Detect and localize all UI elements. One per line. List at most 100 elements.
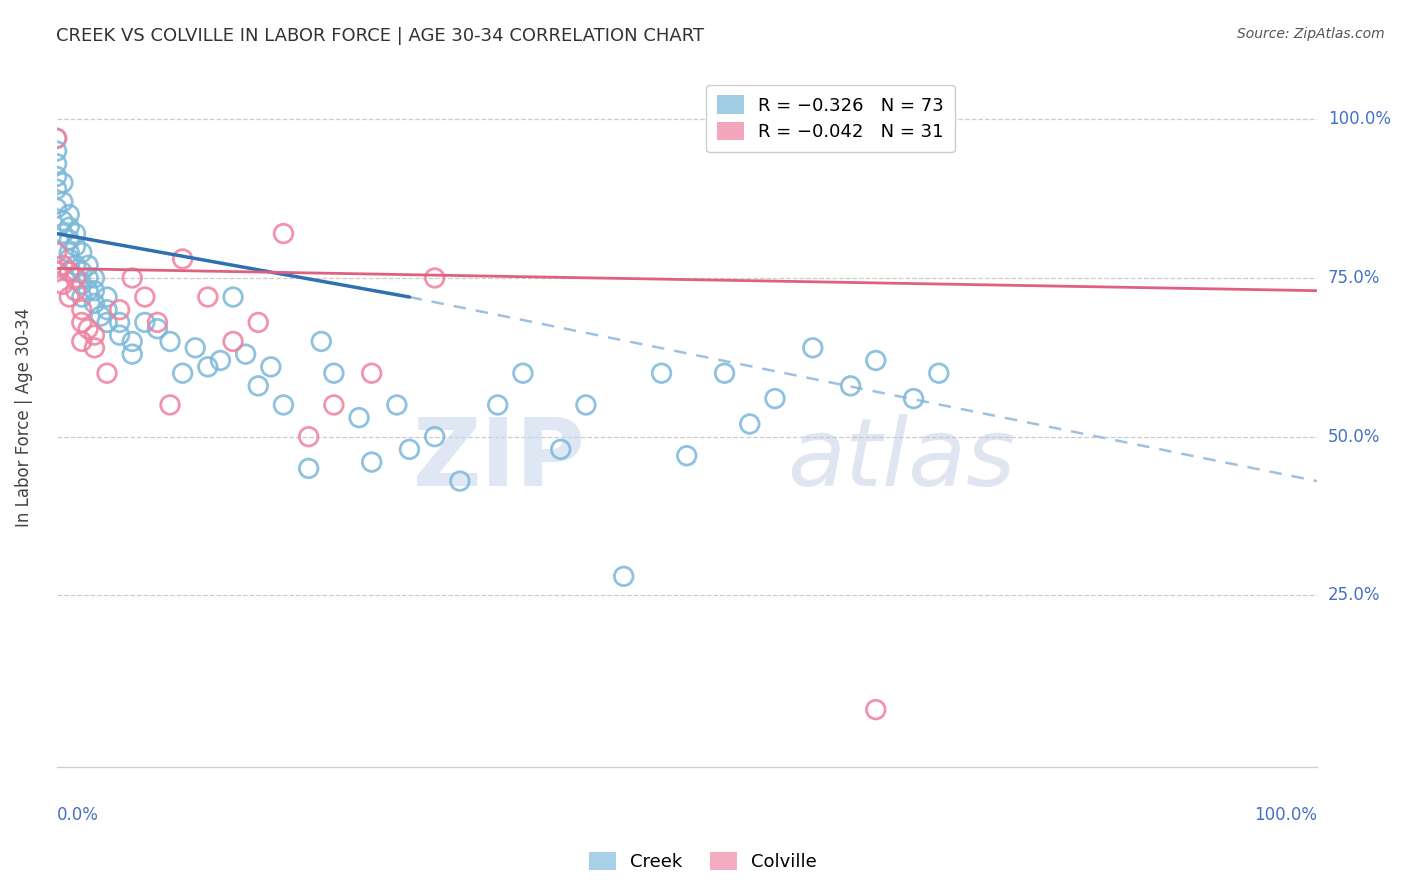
Point <box>58 245 80 260</box>
Point <box>83 271 105 285</box>
Point <box>77 284 100 298</box>
Point <box>398 442 420 457</box>
Point <box>83 284 105 298</box>
Point <box>45 201 67 215</box>
Point <box>298 430 321 444</box>
Point <box>839 379 862 393</box>
Point <box>52 258 75 272</box>
Point <box>65 284 87 298</box>
Point <box>550 442 572 457</box>
Point <box>172 366 194 380</box>
Point <box>512 366 534 380</box>
Point <box>83 341 105 355</box>
Point <box>45 157 67 171</box>
Point <box>763 392 786 406</box>
Text: ZIP: ZIP <box>413 414 586 506</box>
Point <box>385 398 408 412</box>
Point <box>146 315 169 329</box>
Point <box>146 322 169 336</box>
Point <box>298 461 321 475</box>
Point <box>865 703 887 717</box>
Point <box>865 353 887 368</box>
Point <box>423 271 446 285</box>
Point <box>209 353 232 368</box>
Point <box>134 315 156 329</box>
Y-axis label: In Labor Force | Age 30-34: In Labor Force | Age 30-34 <box>15 308 32 527</box>
Point <box>423 430 446 444</box>
Text: atlas: atlas <box>787 414 1015 505</box>
Point <box>65 227 87 241</box>
Text: 0.0%: 0.0% <box>56 805 98 823</box>
Point <box>360 455 382 469</box>
Point <box>108 328 131 343</box>
Point <box>159 398 181 412</box>
Point <box>96 302 118 317</box>
Point <box>247 379 270 393</box>
Point <box>52 194 75 209</box>
Point <box>738 417 761 431</box>
Point <box>58 290 80 304</box>
Point <box>52 176 75 190</box>
Point <box>70 302 93 317</box>
Point <box>235 347 257 361</box>
Point <box>52 277 75 292</box>
Legend: Creek, Colville: Creek, Colville <box>582 845 824 879</box>
Point <box>928 366 950 380</box>
Point <box>197 290 219 304</box>
Point <box>58 233 80 247</box>
Point <box>83 296 105 310</box>
Point <box>273 398 295 412</box>
Point <box>58 265 80 279</box>
Point <box>77 271 100 285</box>
Point <box>45 144 67 158</box>
Point <box>309 334 332 349</box>
Point <box>801 341 824 355</box>
Point <box>159 334 181 349</box>
Text: 100.0%: 100.0% <box>1254 805 1317 823</box>
Point <box>90 309 112 323</box>
Point <box>222 334 245 349</box>
Text: 100.0%: 100.0% <box>1329 111 1391 128</box>
Point <box>675 449 697 463</box>
Point <box>134 290 156 304</box>
Legend: R = −0.326   N = 73, R = −0.042   N = 31: R = −0.326 N = 73, R = −0.042 N = 31 <box>706 85 955 153</box>
Point <box>70 265 93 279</box>
Point <box>70 245 93 260</box>
Point <box>52 227 75 241</box>
Point <box>322 366 344 380</box>
Point <box>613 569 636 583</box>
Point <box>58 207 80 221</box>
Point <box>108 302 131 317</box>
Point <box>65 239 87 253</box>
Point <box>45 265 67 279</box>
Point <box>96 315 118 329</box>
Point <box>58 220 80 235</box>
Point <box>322 398 344 412</box>
Point <box>65 258 87 272</box>
Text: 75.0%: 75.0% <box>1329 269 1381 287</box>
Point <box>575 398 598 412</box>
Point <box>247 315 270 329</box>
Point <box>45 169 67 184</box>
Point <box>65 271 87 285</box>
Point <box>70 290 93 304</box>
Point <box>45 182 67 196</box>
Point <box>45 131 67 145</box>
Point <box>172 252 194 266</box>
Point <box>70 315 93 329</box>
Point <box>903 392 925 406</box>
Point <box>651 366 673 380</box>
Point <box>121 271 143 285</box>
Point <box>45 245 67 260</box>
Point <box>486 398 509 412</box>
Point <box>273 227 295 241</box>
Point <box>260 359 283 374</box>
Point <box>108 315 131 329</box>
Text: Source: ZipAtlas.com: Source: ZipAtlas.com <box>1237 27 1385 41</box>
Point <box>70 277 93 292</box>
Point <box>52 214 75 228</box>
Point <box>77 322 100 336</box>
Point <box>222 290 245 304</box>
Point <box>713 366 735 380</box>
Point <box>96 290 118 304</box>
